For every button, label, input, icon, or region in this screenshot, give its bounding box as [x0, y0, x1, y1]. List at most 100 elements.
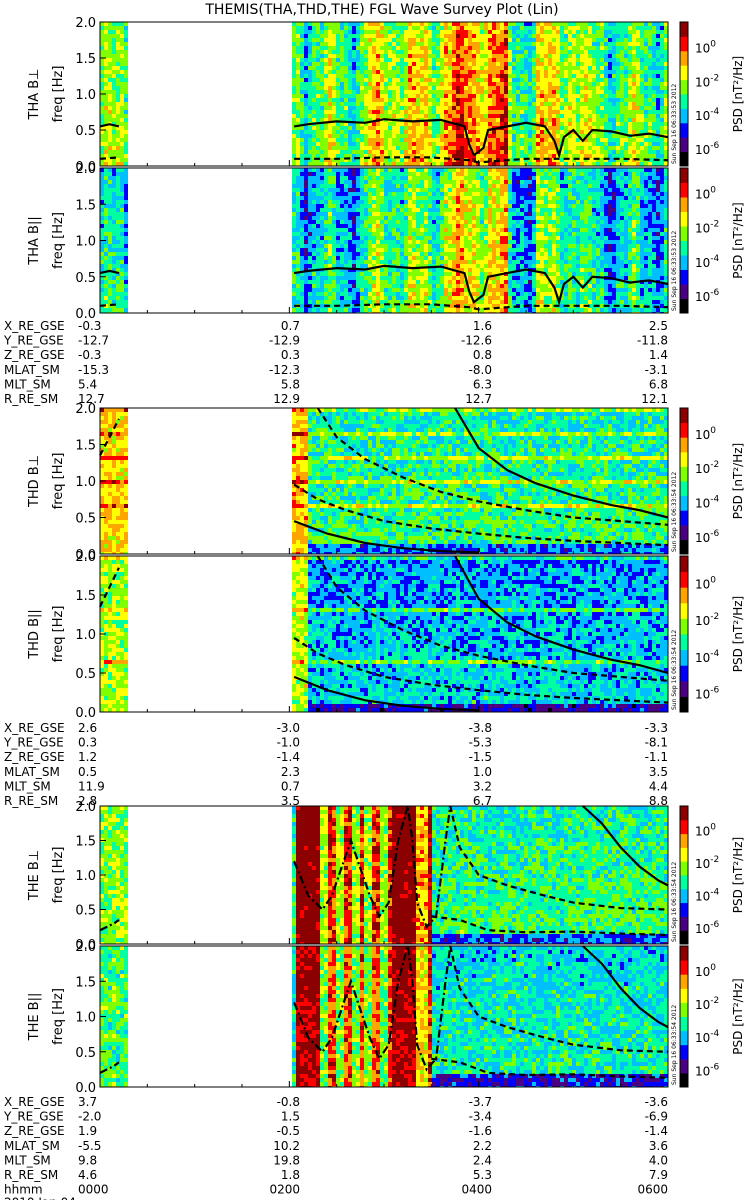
ephemeris-value: 9.8 [78, 1153, 97, 1167]
colorbar-tick-label: 10-2 [695, 612, 719, 628]
spectrogram-panel-3: 0.0 0.5 1.0 1.5 2.0 THD B⊥ freq [Hz] 100 10-2 10-… [27, 402, 745, 563]
colorbar-tick-label: 10-2 [695, 460, 719, 476]
ephemeris-value: 4.6 [78, 1168, 97, 1182]
colorbar-label: PSD [nT²/Hz] [731, 978, 745, 1054]
y-tick-label: 1.5 [75, 439, 96, 454]
ephemeris-value: 11.9 [78, 779, 105, 793]
colorbar-tick-label: 10-4 [695, 494, 720, 510]
time-axis-label: hhmm [4, 1183, 43, 1197]
y-label-probe: THE B⊥ [27, 850, 42, 901]
y-tick-label: 1.0 [75, 235, 96, 250]
ephemeris-value: -3.1 [645, 363, 668, 377]
colorbar-label: PSD [nT²/Hz] [731, 443, 745, 519]
heatmap-cells [100, 408, 668, 554]
line-dashed [99, 303, 119, 307]
y-label-freq: freq [Hz] [51, 847, 66, 904]
ephemeris-value: 6.8 [649, 377, 668, 391]
ephemeris-thd: X_RE_GSE 2.6 -3.0 -3.8 -3.3 Y_RE_GSE 0.3 -1.0 -5… [3, 721, 668, 808]
line-dashed [294, 156, 669, 164]
ephemeris-row-label: R_RE_SM [4, 392, 58, 406]
colorbar-label: PSD [nT²/Hz] [731, 202, 745, 278]
time-tick-label: 0000 [78, 1183, 109, 1197]
time-tick-label: 0400 [461, 1183, 492, 1197]
line-dashed [431, 915, 669, 937]
colorbar-tick-label: 10-4 [695, 887, 720, 903]
ephemeris-row-label: Z_RE_GSE [4, 1124, 65, 1138]
y-tick-label: 0.5 [75, 1046, 96, 1061]
colorbar-tick-label: 10-6 [695, 529, 720, 545]
line-solid [582, 805, 669, 887]
ephemeris-value: -3.4 [469, 1110, 492, 1124]
ephemeris-row-label: MLAT_SM [4, 1139, 60, 1153]
colorbar: 100 10-2 10-4 10-6 PSD [nT²/Hz] [679, 167, 745, 314]
ephemeris-value: -3.8 [469, 721, 492, 735]
ephemeris-value: -1.4 [277, 750, 300, 764]
ephemeris-value: 12.1 [641, 392, 668, 406]
line-lower [293, 675, 479, 712]
y-tick-label: 1.5 [75, 52, 96, 67]
colorbar-tick-label: 10-6 [695, 686, 720, 702]
y-tick-label: 0.5 [75, 667, 96, 682]
ephemeris-row-label: R_RE_SM [4, 1168, 58, 1182]
time-tick-label: 0200 [269, 1183, 300, 1197]
ephemeris-value: -5.3 [469, 736, 492, 750]
colorbar-label: PSD [nT²/Hz] [731, 837, 745, 913]
line-solid [454, 407, 669, 519]
ephemeris-value: 1.0 [473, 765, 492, 779]
y-tick-label: 1.5 [75, 198, 96, 213]
overlay-lines [99, 805, 669, 937]
colorbar-tick-label: 10-2 [695, 996, 719, 1012]
ephemeris-value: -1.6 [469, 1124, 492, 1138]
colorbar: 100 10-2 10-4 10-6 PSD [nT²/Hz] [679, 21, 745, 167]
ephemeris-row-label: MLAT_SM [4, 765, 60, 779]
ephemeris-value: 3.5 [649, 765, 668, 779]
ephemeris-row-label: MLT_SM [4, 779, 51, 793]
ephemeris-value: 8.8 [649, 794, 668, 808]
ephemeris-value: -1.4 [645, 1124, 668, 1138]
ephemeris-value: 6.7 [473, 794, 492, 808]
overlay-lines [99, 264, 669, 311]
ephemeris-value: 2.2 [473, 1139, 492, 1153]
ephemeris-value: 3.7 [78, 1095, 97, 1109]
ephemeris-value: 12.7 [78, 392, 105, 406]
y-tick-label: 0.0 [75, 1081, 96, 1096]
line-solid [99, 123, 120, 128]
ephemeris-value: -12.6 [461, 334, 492, 348]
figure-title: THEMIS(THA,THD,THE) FGL Wave Survey Plot… [204, 2, 558, 18]
ephemeris-row-label: MLAT_SM [4, 363, 60, 377]
ephemeris-value: -8.0 [469, 363, 492, 377]
colorbar-tick-label: 10-4 [695, 254, 720, 270]
y-tick-label: 2.0 [75, 940, 96, 955]
y-tick-label: 0.0 [75, 307, 96, 322]
y-label-freq: freq [Hz] [51, 212, 66, 269]
time-tick-label: 0600 [637, 1183, 668, 1197]
ephemeris-row-label: Z_RE_GSE [4, 348, 65, 362]
line-dashed_upper [449, 805, 669, 911]
line-dashed [293, 636, 669, 704]
ephemeris-value: -12.9 [269, 334, 300, 348]
ephemeris-value: 10.2 [273, 1139, 300, 1153]
y-tick-label: 0.0 [75, 938, 96, 953]
ephemeris-row-label: X_RE_GSE [4, 721, 65, 735]
ephemeris-value: -1.1 [645, 750, 668, 764]
colorbar-tick-label: 100 [695, 426, 716, 442]
y-tick-label: 0.5 [75, 124, 96, 139]
spectrogram-panel-5: 0.0 0.5 1.0 1.5 2.0 THE B⊥ freq [Hz] 100 10-2 10-… [27, 800, 745, 953]
y-tick-label: 2.0 [75, 800, 96, 815]
y-tick-label: 0.5 [75, 271, 96, 286]
ephemeris-value: 1.6 [473, 319, 492, 333]
heatmap-cells [100, 556, 668, 712]
y-tick-label: 1.5 [75, 975, 96, 990]
ephemeris-value: 0.3 [281, 348, 300, 362]
ephemeris-value: 0.8 [473, 348, 492, 362]
heatmap-cells [100, 946, 668, 1087]
ephemeris-value: 2.5 [649, 319, 668, 333]
y-tick-label: 2.0 [75, 550, 96, 565]
line-solid [293, 118, 669, 160]
ephemeris-value: 2.4 [473, 1153, 492, 1167]
y-tick-label: 2.0 [75, 16, 96, 31]
line-lower [293, 520, 479, 554]
